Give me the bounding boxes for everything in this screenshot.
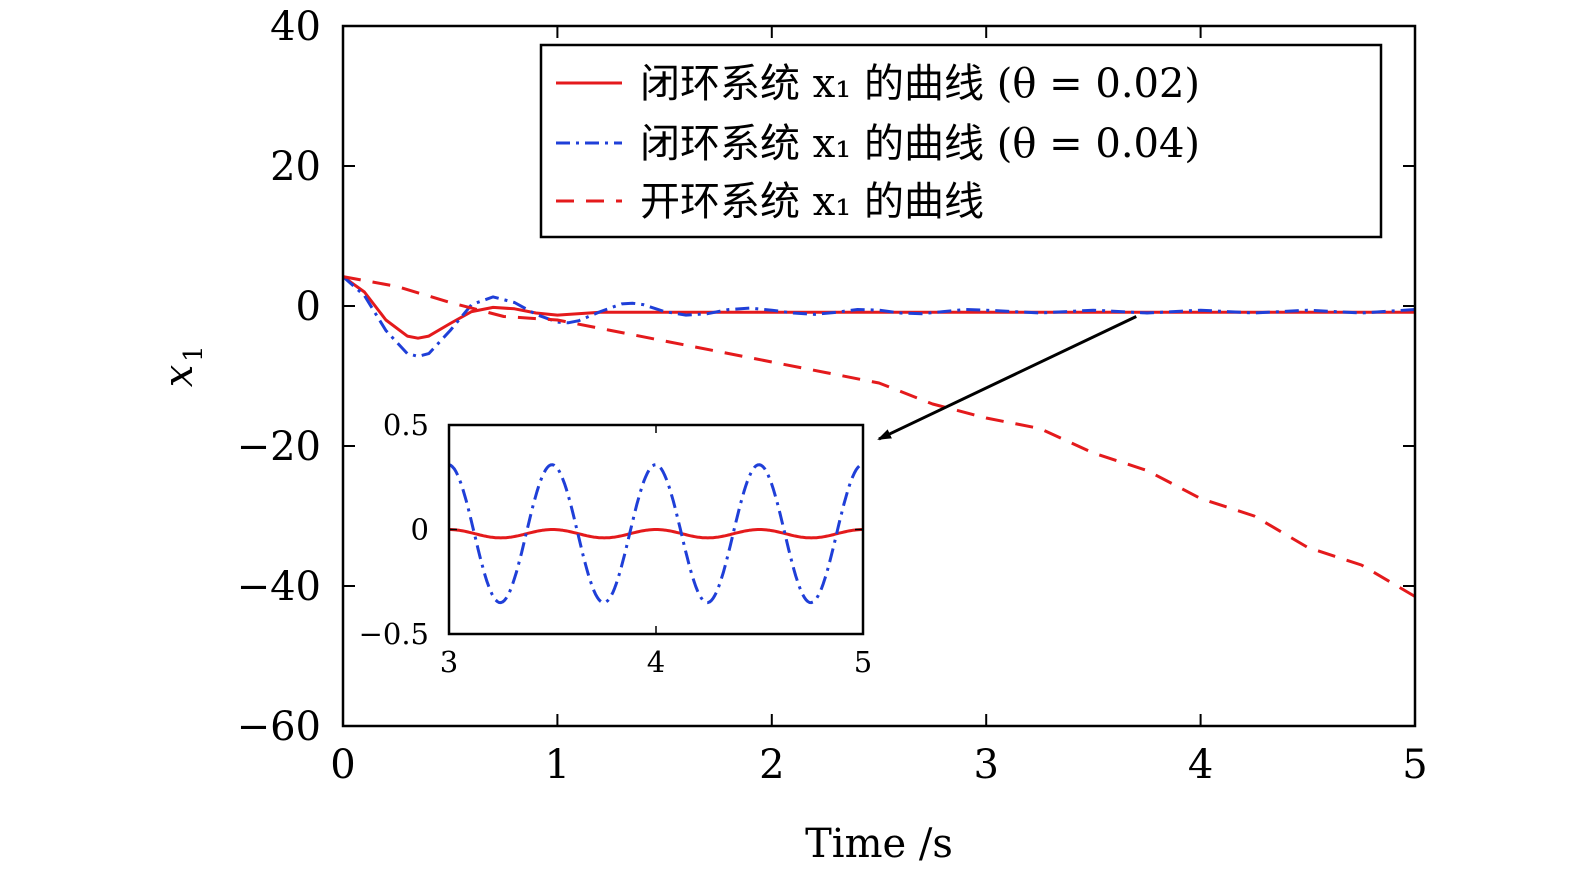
inset-series-line-0 <box>449 528 863 540</box>
y-tick-label: −40 <box>237 564 321 610</box>
legend-label-0: 闭环系统 x₁ 的曲线 (θ = 0.02) <box>640 61 1200 107</box>
x-tick-label: 4 <box>1188 742 1213 788</box>
inset-y-tick-label: 0.5 <box>383 408 429 442</box>
legend-items: 闭环系统 x₁ 的曲线 (θ = 0.02) 闭环系统 x₁ 的曲线 (θ = 0… <box>556 61 1200 225</box>
inset-series-group <box>448 463 864 605</box>
main-series-line-0 <box>342 275 1415 340</box>
inset-x-tick-label: 5 <box>854 645 872 679</box>
y-tick-label: 0 <box>296 284 321 330</box>
legend: 闭环系统 x₁ 的曲线 (θ = 0.02) 闭环系统 x₁ 的曲线 (θ = 0… <box>539 43 1383 239</box>
x-tick-label: 0 <box>330 742 355 788</box>
y-tick-label: 20 <box>270 144 321 190</box>
main-series-line-1 <box>342 275 1416 358</box>
x-tick-label: 2 <box>759 742 784 788</box>
inset-x-tick-label: 3 <box>440 645 458 679</box>
x-axis-label: Time /s <box>805 821 953 867</box>
y-axis-label: x 1 <box>156 345 209 387</box>
y-axis-label-main: x <box>156 365 202 388</box>
inset-ticks-group: 3 4 5 0.5 0 −0.5 <box>359 408 873 679</box>
inset-x-tick-label: 4 <box>647 645 665 679</box>
inset-y-tick-label: 0 <box>411 513 429 547</box>
y-tick-label: −20 <box>237 424 321 470</box>
legend-box <box>539 43 1383 239</box>
x-tick-label: 1 <box>545 742 570 788</box>
zoom-arrow <box>877 315 1137 441</box>
main-series-line-2 <box>342 275 1416 598</box>
main-plot-frame <box>341 24 1417 728</box>
legend-label-2: 开环系统 x₁ 的曲线 <box>640 179 984 225</box>
main-series-group <box>342 275 1416 598</box>
inset-y-tick-label: −0.5 <box>359 617 429 651</box>
inset-series-line-1 <box>448 463 864 605</box>
x-tick-label: 3 <box>973 742 998 788</box>
legend-label-1: 闭环系统 x₁ 的曲线 (θ = 0.04) <box>640 121 1200 167</box>
inset-plot: 3 4 5 0.5 0 −0.5 <box>359 408 873 679</box>
y-axis-label-subscript: 1 <box>179 345 209 362</box>
y-tick-label: −60 <box>237 704 321 750</box>
x-tick-label: 5 <box>1402 742 1427 788</box>
y-tick-label: 40 <box>270 4 321 50</box>
